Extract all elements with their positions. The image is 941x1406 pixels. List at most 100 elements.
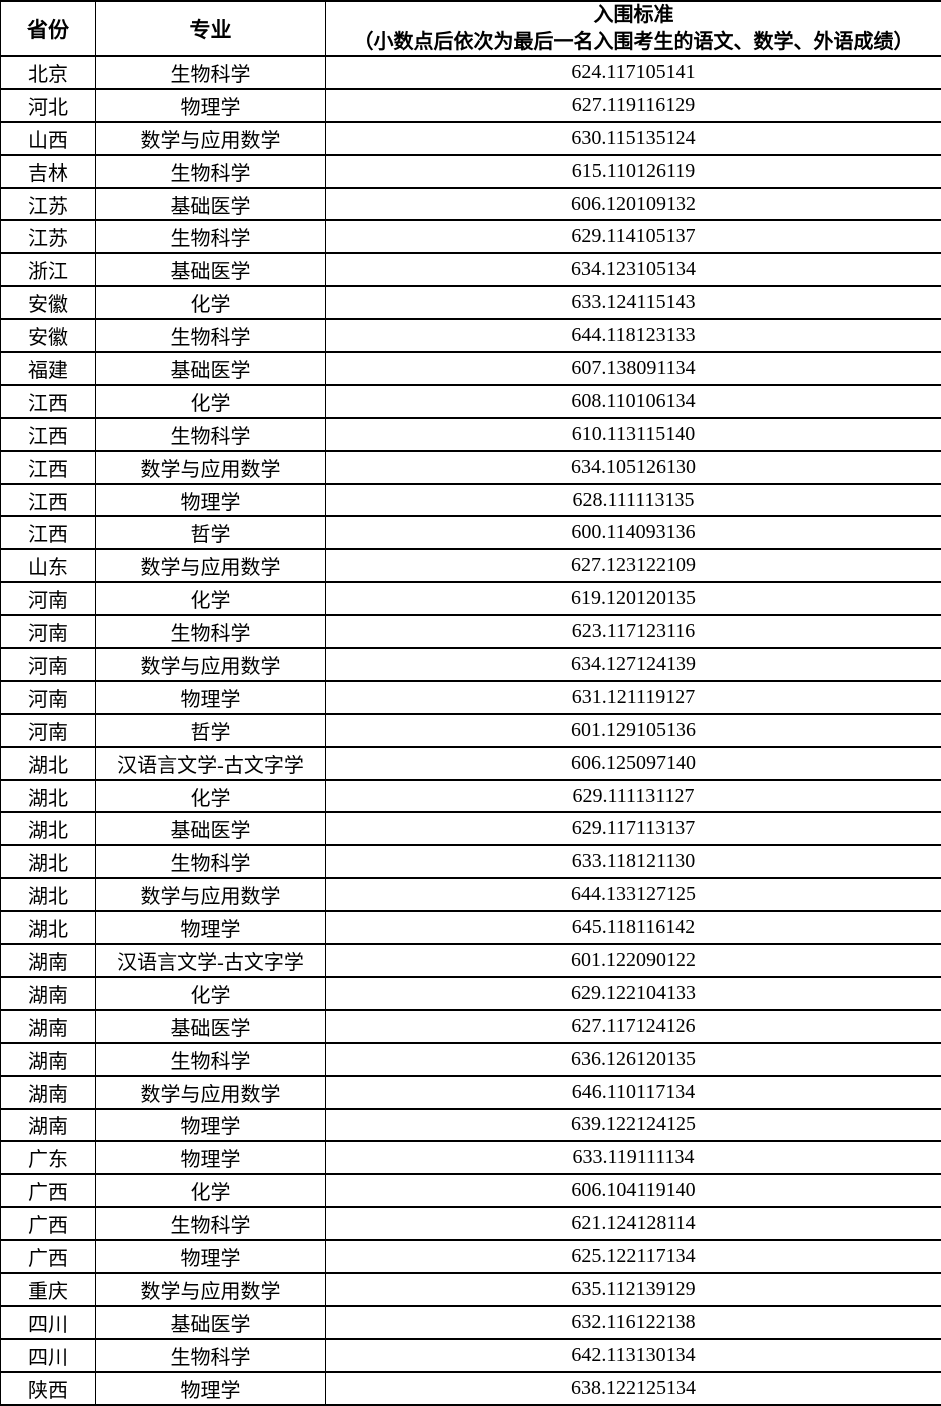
score-cell: 619.120120135 (325, 581, 941, 617)
major-cell: 化学 (95, 778, 326, 814)
province-cell: 江苏 (0, 219, 96, 255)
table-row: 湖北 化学 629.111131127 (0, 778, 941, 814)
score-cell: 607.138091134 (325, 351, 941, 386)
table-row: 湖北 基础医学 629.117113137 (0, 811, 941, 847)
score-cell: 634.127124139 (325, 647, 941, 682)
table-row: 江西 哲学 600.114093136 (0, 515, 941, 551)
major-cell: 汉语言文学-古文字学 (95, 943, 326, 978)
major-cell: 化学 (95, 1173, 326, 1209)
header-row: 省份 专业 入围标准 （小数点后依次为最后一名入围考生的语文、数学、外语成绩） (0, 0, 941, 57)
province-cell: 湖南 (0, 975, 96, 1011)
score-cell: 629.114105137 (325, 219, 941, 255)
major-cell: 生物科学 (95, 1206, 326, 1242)
score-cell: 639.122124125 (325, 1107, 941, 1143)
major-cell: 数学与应用数学 (95, 120, 326, 156)
score-cell: 628.111113135 (325, 482, 941, 518)
province-cell: 湖南 (0, 1041, 96, 1077)
province-cell: 四川 (0, 1337, 96, 1373)
header-criteria-subtitle: （小数点后依次为最后一名入围考生的语文、数学、外语成绩） (353, 31, 914, 53)
table-row: 河南 数学与应用数学 634.127124139 (0, 647, 941, 682)
header-criteria-title: 入围标准 (593, 4, 674, 26)
major-cell: 物理学 (95, 1239, 326, 1274)
province-cell: 湖北 (0, 877, 96, 913)
score-cell: 645.118116142 (325, 910, 941, 946)
major-cell: 物理学 (95, 1107, 326, 1143)
score-cell: 623.117123116 (325, 614, 941, 650)
province-cell: 江西 (0, 515, 96, 551)
province-cell: 江苏 (0, 186, 96, 222)
table-row: 湖南 物理学 639.122124125 (0, 1107, 941, 1143)
table-row: 山东 数学与应用数学 627.123122109 (0, 548, 941, 584)
table-row: 广西 物理学 625.122117134 (0, 1239, 941, 1274)
table-row: 四川 基础医学 632.116122138 (0, 1304, 941, 1340)
province-cell: 陕西 (0, 1370, 96, 1406)
table-row: 湖北 数学与应用数学 644.133127125 (0, 877, 941, 913)
province-cell: 湖南 (0, 1107, 96, 1143)
major-cell: 化学 (95, 285, 326, 321)
score-cell: 621.124128114 (325, 1206, 941, 1242)
province-cell: 湖北 (0, 811, 96, 847)
province-cell: 福建 (0, 351, 96, 386)
major-cell: 数学与应用数学 (95, 1271, 326, 1307)
major-cell: 生物科学 (95, 416, 326, 452)
province-cell: 河南 (0, 712, 96, 748)
table-row: 河南 物理学 631.121119127 (0, 679, 941, 715)
score-cell: 629.117113137 (325, 811, 941, 847)
major-cell: 化学 (95, 975, 326, 1011)
table-row: 河南 生物科学 623.117123116 (0, 614, 941, 650)
table-row: 江西 数学与应用数学 634.105126130 (0, 449, 941, 485)
table-row: 河南 哲学 601.129105136 (0, 712, 941, 748)
major-cell: 物理学 (95, 679, 326, 715)
score-cell: 615.110126119 (325, 153, 941, 189)
province-cell: 河南 (0, 679, 96, 715)
table-row: 湖北 生物科学 633.118121130 (0, 844, 941, 880)
score-cell: 606.120109132 (325, 186, 941, 222)
major-cell: 数学与应用数学 (95, 1074, 326, 1110)
major-cell: 物理学 (95, 482, 326, 518)
province-cell: 江西 (0, 416, 96, 452)
table-row: 重庆 数学与应用数学 635.112139129 (0, 1271, 941, 1307)
major-cell: 数学与应用数学 (95, 647, 326, 682)
province-cell: 湖北 (0, 910, 96, 946)
table-header: 省份 专业 入围标准 （小数点后依次为最后一名入围考生的语文、数学、外语成绩） (0, 0, 941, 57)
score-cell: 635.112139129 (325, 1271, 941, 1307)
table-row: 湖南 数学与应用数学 646.110117134 (0, 1074, 941, 1110)
score-cell: 600.114093136 (325, 515, 941, 551)
province-cell: 浙江 (0, 252, 96, 288)
major-cell: 化学 (95, 581, 326, 617)
province-cell: 江西 (0, 449, 96, 485)
table-row: 广东 物理学 633.119111134 (0, 1140, 941, 1176)
table-row: 江苏 基础医学 606.120109132 (0, 186, 941, 222)
table-row: 湖北 汉语言文学-古文字学 606.125097140 (0, 745, 941, 781)
major-cell: 物理学 (95, 910, 326, 946)
province-cell: 湖北 (0, 844, 96, 880)
score-cell: 606.104119140 (325, 1173, 941, 1209)
header-major: 专业 (95, 0, 326, 57)
province-cell: 北京 (0, 55, 96, 90)
table-row: 江苏 生物科学 629.114105137 (0, 219, 941, 255)
header-province: 省份 (0, 0, 96, 57)
province-cell: 江西 (0, 383, 96, 419)
score-cell: 644.133127125 (325, 877, 941, 913)
score-cell: 642.113130134 (325, 1337, 941, 1373)
province-cell: 江西 (0, 482, 96, 518)
score-cell: 634.123105134 (325, 252, 941, 288)
province-cell: 山东 (0, 548, 96, 584)
table-row: 江西 生物科学 610.113115140 (0, 416, 941, 452)
table-row: 湖南 基础医学 627.117124126 (0, 1008, 941, 1044)
table-row: 江西 物理学 628.111113135 (0, 482, 941, 518)
score-cell: 636.126120135 (325, 1041, 941, 1077)
major-cell: 生物科学 (95, 1337, 326, 1373)
table-row: 浙江 基础医学 634.123105134 (0, 252, 941, 288)
score-cell: 601.122090122 (325, 943, 941, 978)
score-cell: 627.119116129 (325, 87, 941, 123)
province-cell: 广西 (0, 1206, 96, 1242)
score-cell: 646.110117134 (325, 1074, 941, 1110)
table-row: 湖南 汉语言文学-古文字学 601.122090122 (0, 943, 941, 978)
province-cell: 重庆 (0, 1271, 96, 1307)
header-criteria: 入围标准 （小数点后依次为最后一名入围考生的语文、数学、外语成绩） (325, 0, 941, 57)
table-row: 福建 基础医学 607.138091134 (0, 351, 941, 386)
province-cell: 山西 (0, 120, 96, 156)
major-cell: 物理学 (95, 1140, 326, 1176)
